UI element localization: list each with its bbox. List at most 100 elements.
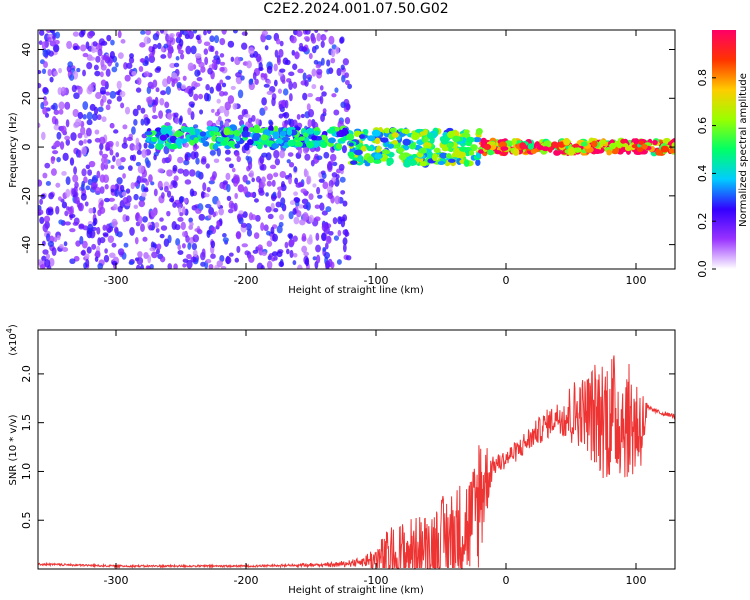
spectrogram-cell — [228, 252, 234, 257]
spectrogram-cell — [289, 239, 295, 246]
spectrogram-cell — [315, 232, 320, 241]
spectrogram-cell — [133, 119, 138, 126]
spectrogram-cell — [292, 208, 297, 215]
spectrogram-cell — [243, 186, 249, 195]
spectrogram-cell — [198, 213, 206, 221]
spectrogram-cell — [148, 53, 155, 58]
spectrogram-cell — [312, 183, 317, 188]
spectrogram-cell — [101, 116, 107, 123]
spectrogram-cell — [169, 184, 174, 190]
spectrogram-cell — [194, 53, 202, 59]
spectrogram-cell — [288, 93, 293, 102]
spectrogram-cell — [331, 93, 337, 98]
spectrogram-cell — [158, 110, 164, 119]
spectrogram-cell — [218, 105, 226, 114]
spectrogram-cell — [307, 93, 313, 98]
spectrogram-cell — [105, 91, 110, 96]
spectrogram-cell — [113, 226, 119, 234]
spectrogram-cell — [292, 119, 298, 127]
spectrogram-cell — [333, 235, 340, 241]
spectrogram-cell — [81, 240, 88, 249]
spectrogram-cell — [277, 88, 283, 94]
spectrogram-cell — [172, 180, 178, 189]
spectrogram-cell — [173, 112, 179, 118]
spectrogram-cell — [205, 203, 212, 209]
spectrogram-cell — [252, 249, 259, 254]
spectrogram-cell — [398, 153, 407, 161]
spectrogram-cell — [176, 131, 184, 137]
spectrogram-cell — [225, 256, 232, 265]
spectrogram-cell — [245, 223, 252, 231]
spectrogram-cell — [116, 231, 123, 238]
spectrogram-cell — [40, 102, 45, 110]
spectrogram-cell — [210, 45, 215, 53]
spectrogram-cell — [91, 174, 99, 184]
spectrogram-cell — [135, 264, 141, 269]
spectrogram-cell — [67, 209, 74, 215]
spectrogram-cell — [301, 245, 308, 253]
spectrogram-cell — [55, 182, 61, 188]
spectrogram-cell — [109, 252, 116, 259]
spectrogram-cell — [465, 136, 475, 143]
spectrogram-cell — [322, 181, 329, 190]
spectrogram-cell — [173, 175, 179, 182]
spectrogram-cell — [143, 142, 148, 149]
spectrogram-cell — [282, 57, 289, 65]
spectrogram-cell — [73, 122, 79, 129]
spectrogram-cell — [285, 248, 290, 255]
spectrogram-cell — [99, 149, 103, 156]
spectrogram-cell — [330, 261, 335, 269]
spectrogram-cell — [64, 101, 71, 110]
spectrogram-cell — [152, 33, 160, 41]
spectrogram-cell — [293, 216, 300, 225]
spectrogram-cell — [60, 86, 67, 95]
spectrogram-cell — [160, 54, 167, 59]
spectrogram-cell — [52, 150, 59, 155]
spectrogram-cell — [167, 263, 173, 269]
spectrogram-cell — [94, 129, 100, 135]
spectrogram-cell — [182, 169, 190, 177]
spectrogram-cell — [154, 221, 160, 229]
spectrogram-cell — [277, 186, 283, 191]
spectrogram-cell — [208, 180, 215, 185]
spectrogram-cell — [177, 156, 184, 164]
spectrogram-cell — [337, 229, 342, 237]
spectrogram-cell — [236, 155, 241, 163]
spectrogram-cell — [260, 222, 265, 231]
spectrogram-cell — [316, 68, 323, 75]
spectrogram-cell — [294, 177, 299, 185]
spectrogram-cell — [454, 131, 460, 137]
spectrogram-cell — [67, 61, 74, 68]
spectrogram-cell — [306, 237, 313, 245]
spectrogram-cell — [278, 103, 283, 110]
spectrogram-cell — [179, 30, 184, 35]
spectrogram-cell — [71, 188, 77, 196]
spectrogram-cell — [180, 84, 187, 90]
spectrogram-cell — [177, 216, 184, 222]
spectrogram-cell — [234, 143, 241, 149]
spectrogram-cell — [273, 79, 278, 87]
spectrogram-cell — [195, 157, 200, 165]
spectrogram-cell — [265, 152, 272, 161]
spectrogram-cell — [248, 126, 254, 133]
spectrogram-cell — [463, 159, 470, 167]
spectrogram-cell — [323, 251, 331, 259]
spectrogram-cell — [164, 185, 169, 193]
spectrogram-cell — [500, 146, 509, 151]
spectrogram-cell — [76, 67, 81, 73]
spectrogram-cell — [261, 30, 269, 36]
spectrogram-cell — [55, 205, 60, 215]
spectrogram-cell — [240, 222, 247, 228]
spectrogram-cell — [123, 242, 129, 248]
spectrogram-cell — [199, 109, 204, 115]
spectrogram-cell — [232, 129, 241, 138]
spectrogram-cell — [316, 155, 323, 161]
spectrogram-cell — [129, 53, 134, 59]
spectrogram-cell — [177, 49, 184, 55]
spectrogram-cell — [266, 260, 273, 269]
spectrogram-cell — [69, 228, 76, 233]
spectrogram-cell — [271, 251, 278, 257]
spectrogram-cell — [77, 202, 84, 212]
spectrogram-cell — [73, 92, 80, 100]
spectrogram-cell — [311, 141, 319, 148]
